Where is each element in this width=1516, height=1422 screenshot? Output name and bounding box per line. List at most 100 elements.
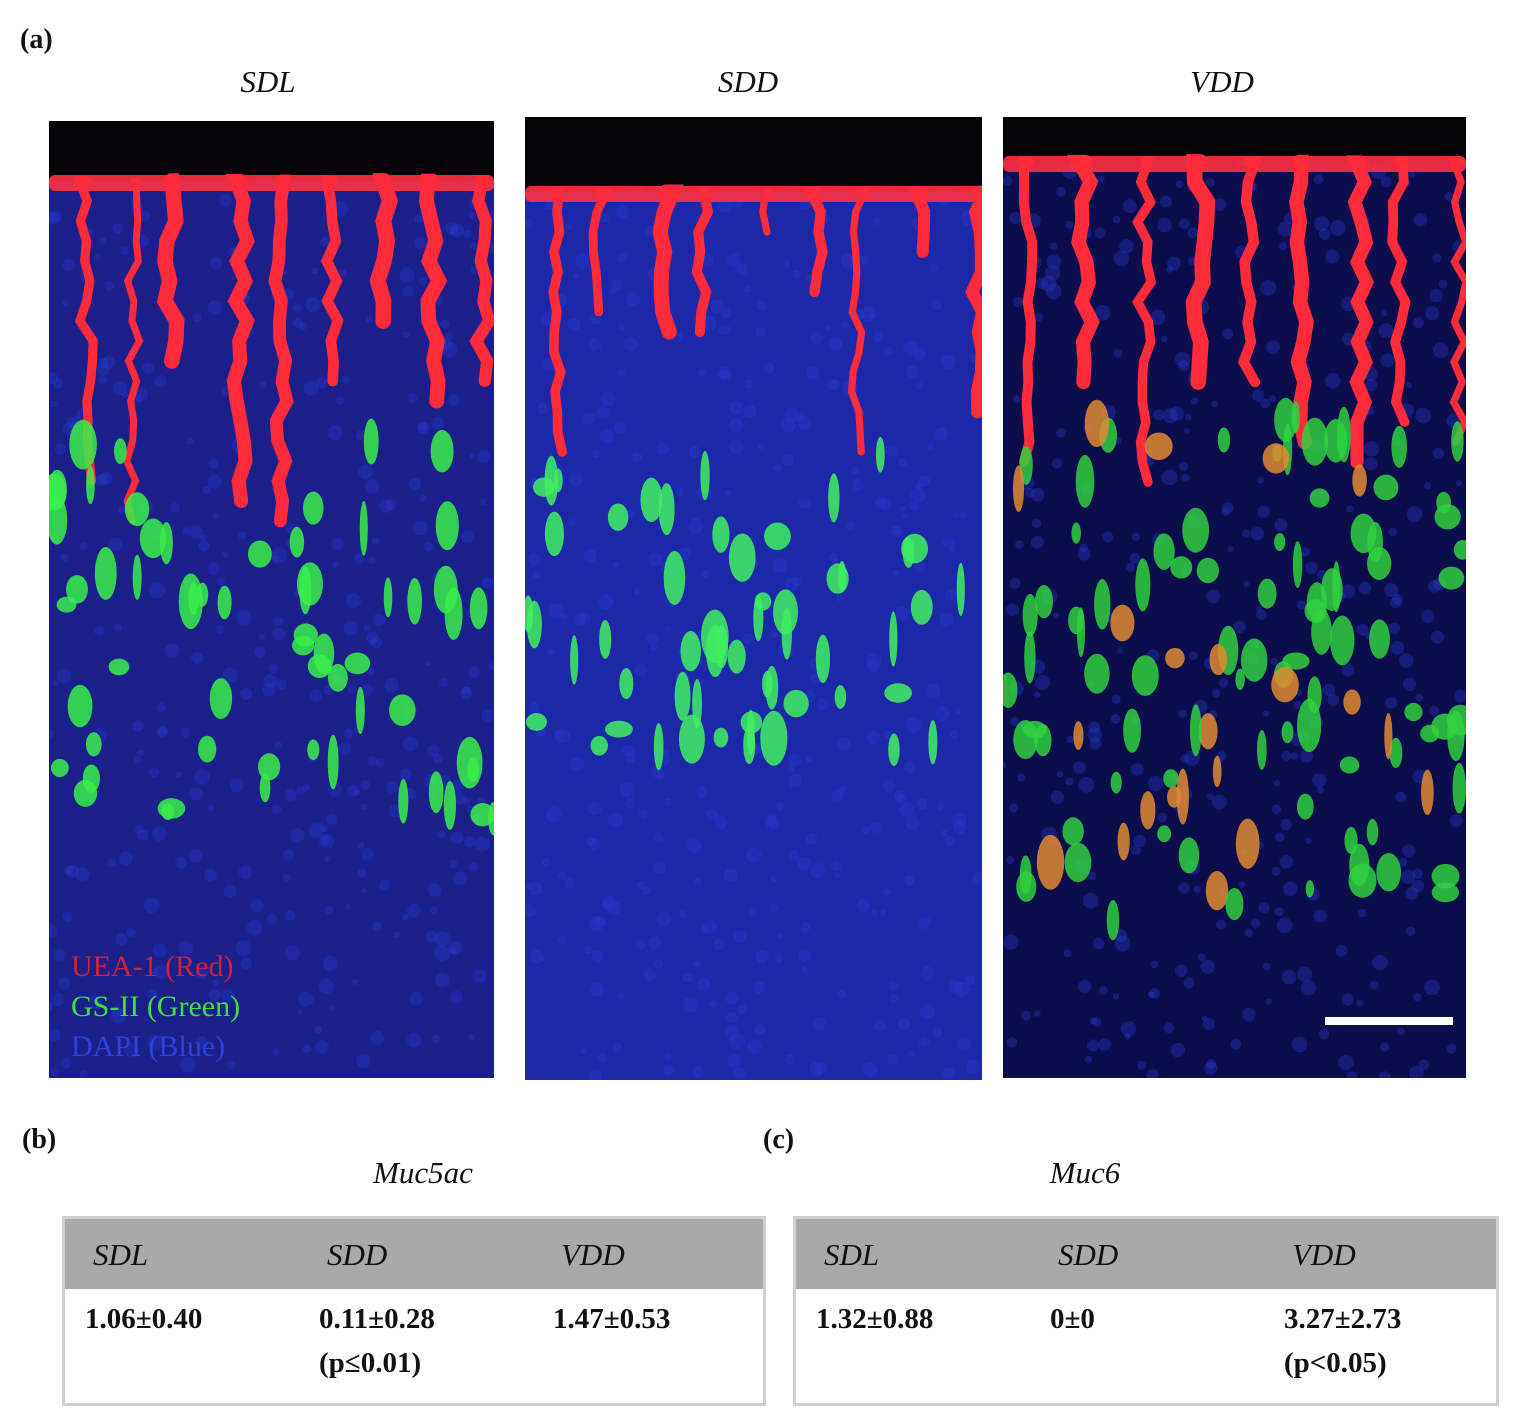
stain bbox=[1034, 724, 1052, 757]
stain bbox=[624, 752, 636, 764]
stain bbox=[1068, 606, 1085, 635]
stain bbox=[361, 847, 375, 861]
stain bbox=[1193, 885, 1201, 893]
stain bbox=[210, 256, 223, 270]
stain bbox=[782, 259, 791, 269]
stain bbox=[1209, 643, 1227, 676]
stain bbox=[154, 964, 170, 980]
stain bbox=[441, 341, 458, 358]
stain bbox=[1010, 716, 1020, 727]
stain bbox=[104, 280, 115, 292]
stain bbox=[611, 279, 623, 291]
stain bbox=[470, 802, 494, 827]
stain bbox=[525, 882, 533, 890]
stain bbox=[1340, 584, 1356, 599]
stain bbox=[1078, 776, 1095, 793]
stain bbox=[575, 253, 592, 270]
micrograph-art bbox=[1003, 117, 1466, 1078]
stain bbox=[1120, 1020, 1137, 1037]
stain bbox=[1114, 935, 1131, 952]
stain bbox=[1432, 253, 1442, 263]
stain bbox=[1367, 521, 1383, 563]
stain bbox=[1201, 1015, 1208, 1022]
stain bbox=[570, 635, 579, 685]
stain bbox=[1180, 754, 1189, 763]
stain bbox=[1427, 579, 1441, 593]
stain bbox=[1092, 937, 1105, 950]
stain bbox=[691, 187, 714, 337]
stain bbox=[692, 1066, 705, 1079]
stain bbox=[450, 831, 464, 844]
stain bbox=[783, 406, 800, 423]
stain bbox=[223, 885, 237, 898]
stain bbox=[448, 940, 462, 955]
stain bbox=[1242, 1007, 1256, 1022]
stain bbox=[1262, 443, 1290, 474]
stain bbox=[413, 236, 427, 249]
stain bbox=[633, 587, 641, 595]
stain bbox=[713, 815, 728, 829]
stain bbox=[49, 121, 494, 181]
stain bbox=[258, 633, 266, 640]
stain bbox=[1183, 977, 1195, 989]
stain bbox=[1159, 195, 1172, 208]
stain bbox=[371, 921, 382, 932]
stain bbox=[1398, 857, 1408, 867]
stain bbox=[222, 667, 238, 683]
stain bbox=[219, 193, 233, 207]
stain bbox=[1116, 647, 1124, 654]
stain bbox=[736, 262, 749, 275]
stain bbox=[972, 871, 982, 884]
stain bbox=[617, 992, 625, 1001]
stain bbox=[884, 683, 912, 703]
stain bbox=[435, 501, 459, 551]
stain bbox=[207, 804, 215, 812]
stain bbox=[65, 864, 79, 878]
stain bbox=[188, 848, 203, 863]
stain bbox=[1065, 220, 1074, 229]
stain bbox=[353, 553, 365, 565]
stain bbox=[1131, 655, 1159, 696]
stain bbox=[874, 496, 887, 508]
stain bbox=[450, 223, 464, 238]
stain bbox=[1178, 882, 1190, 894]
stain bbox=[1157, 812, 1168, 823]
stain bbox=[50, 758, 69, 778]
stain bbox=[1113, 349, 1123, 358]
stain bbox=[1216, 919, 1227, 930]
stain bbox=[320, 824, 328, 833]
stain bbox=[268, 174, 294, 528]
stain bbox=[159, 522, 173, 565]
stain bbox=[157, 726, 168, 737]
stain bbox=[652, 861, 667, 875]
stain bbox=[1174, 964, 1188, 978]
stain bbox=[742, 632, 754, 644]
stain bbox=[836, 737, 851, 752]
stain bbox=[547, 647, 555, 656]
stain bbox=[1084, 1055, 1092, 1064]
stain bbox=[1017, 773, 1026, 782]
stain bbox=[723, 868, 738, 883]
stain bbox=[1366, 818, 1379, 846]
stain bbox=[324, 905, 334, 915]
stain bbox=[942, 535, 955, 549]
stain bbox=[370, 1030, 385, 1045]
stain bbox=[1274, 832, 1285, 843]
stain bbox=[344, 652, 371, 675]
stain bbox=[1250, 526, 1265, 541]
stain bbox=[588, 916, 604, 932]
stain bbox=[902, 512, 909, 520]
stain bbox=[149, 582, 166, 599]
stain bbox=[1289, 154, 1314, 450]
stain bbox=[1030, 535, 1044, 549]
stain bbox=[740, 711, 763, 734]
stain bbox=[1399, 653, 1414, 668]
stain bbox=[399, 768, 412, 781]
stain bbox=[1273, 779, 1281, 787]
stain bbox=[1005, 855, 1015, 865]
column-header: VDD bbox=[561, 1237, 625, 1272]
stain bbox=[366, 667, 376, 676]
stain bbox=[713, 727, 729, 748]
stain bbox=[809, 1062, 824, 1077]
stain bbox=[1281, 721, 1294, 744]
